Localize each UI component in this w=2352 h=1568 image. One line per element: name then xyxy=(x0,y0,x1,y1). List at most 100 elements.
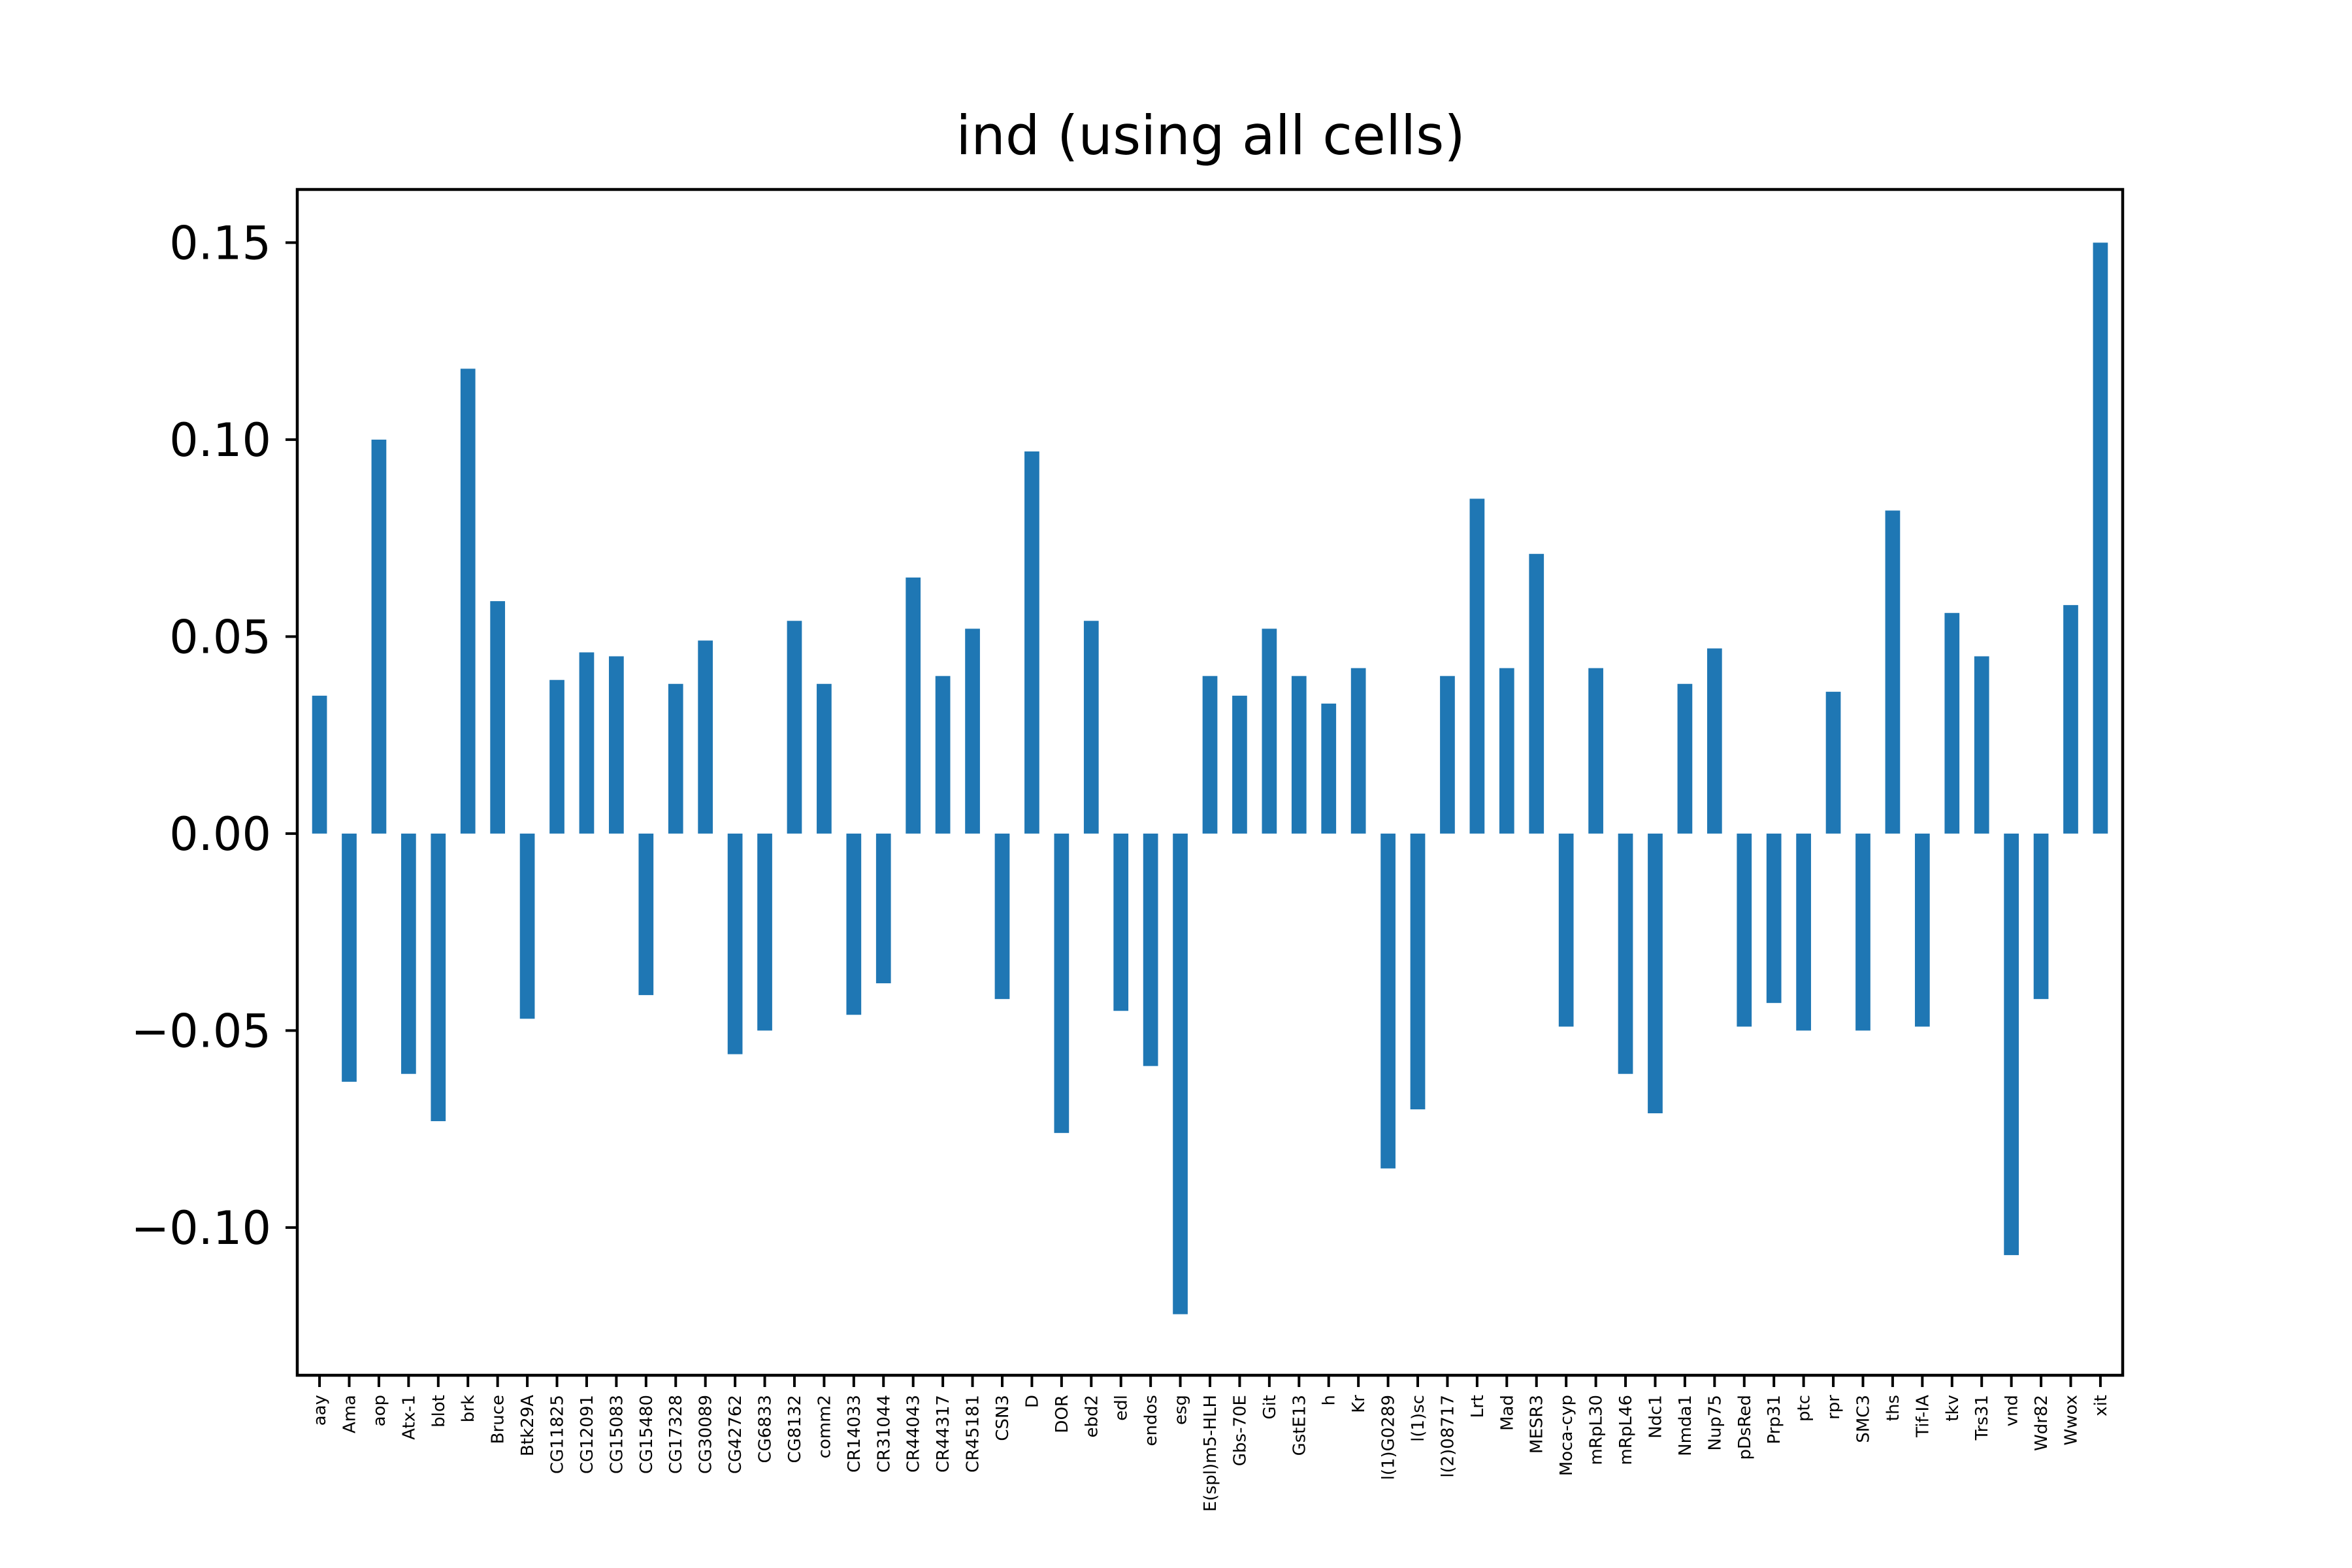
bar-Ama xyxy=(342,833,357,1082)
xtick-label: SMC3 xyxy=(1854,1395,1873,1443)
xtick-label: CG15480 xyxy=(637,1395,657,1474)
bar-Ndc1 xyxy=(1648,833,1663,1114)
bar-Wwox xyxy=(2063,605,2078,834)
xtick-label: xit xyxy=(2091,1395,2111,1416)
bar-Nmda1 xyxy=(1677,683,1693,834)
bar-GstE13 xyxy=(1291,676,1307,834)
xtick-label: CR44317 xyxy=(934,1395,953,1473)
xtick-label: CG17328 xyxy=(666,1395,686,1474)
bar-CR14033 xyxy=(846,833,862,1015)
bar-CG8132 xyxy=(787,621,802,834)
bar-brk xyxy=(460,368,476,834)
bar-blot xyxy=(431,833,446,1122)
xtick-label: D xyxy=(1022,1395,1042,1408)
y-axis: −0.10 −0.05 0.00 0.05 0.10 0.15 xyxy=(131,216,297,1255)
bar-CG42762 xyxy=(727,833,743,1054)
xtick-label: mRpL30 xyxy=(1587,1395,1607,1465)
xtick-label: Nmda1 xyxy=(1676,1395,1695,1456)
bar-CG12091 xyxy=(579,652,595,834)
xtick-label: vnd xyxy=(2002,1395,2022,1426)
bars-layer xyxy=(312,242,2108,1315)
xtick-label: pDsRed xyxy=(1735,1395,1755,1460)
bar-rpr xyxy=(1825,691,1841,834)
xtick-label: Mad xyxy=(1497,1395,1517,1431)
bar-CG30089 xyxy=(698,640,713,834)
bar-pDsRed xyxy=(1737,833,1752,1027)
xtick-label: CG8132 xyxy=(785,1395,805,1463)
xtick-label: CG12091 xyxy=(578,1395,597,1474)
xtick-label: h xyxy=(1320,1395,1339,1405)
bar-CG6833 xyxy=(757,833,772,1031)
bar-DOR xyxy=(1054,833,1070,1134)
xtick-label: CR44043 xyxy=(904,1395,924,1473)
x-axis: aay Ama aop Atx-1 blot brk Bruce Btk29A CG11825 C… xyxy=(310,1375,2111,1512)
bar-tkv xyxy=(1944,613,1960,834)
bar-l(2)08717 xyxy=(1440,676,1455,834)
xtick-label: l(1)G0289 xyxy=(1379,1395,1399,1480)
xtick-label: CG11825 xyxy=(548,1395,568,1474)
xtick-label: Prp31 xyxy=(1765,1395,1784,1445)
bar-CR45181 xyxy=(965,629,980,834)
xtick-label: comm2 xyxy=(815,1395,834,1458)
bar-ptc xyxy=(1796,833,1811,1031)
xtick-label: CG15083 xyxy=(607,1395,627,1474)
xtick-label: Atx-1 xyxy=(399,1395,419,1440)
xtick-label: l(1)sc xyxy=(1409,1395,1428,1442)
xtick-label: Ama xyxy=(340,1395,360,1433)
xtick-label: Ndc1 xyxy=(1646,1395,1665,1439)
bar-l(1)G0289 xyxy=(1380,833,1396,1169)
xtick-label: CR45181 xyxy=(964,1395,983,1473)
xtick-label: esg xyxy=(1171,1395,1191,1425)
xtick-label: edl xyxy=(1112,1395,1132,1421)
xtick-label: CR14033 xyxy=(845,1395,864,1473)
xtick-label: aop xyxy=(370,1395,389,1426)
xtick-label: Nup75 xyxy=(1705,1395,1725,1451)
bar-CSN3 xyxy=(994,833,1010,1000)
xtick-label: ptc xyxy=(1795,1395,1814,1422)
bar-mRpL46 xyxy=(1618,833,1633,1074)
xtick-label: CG30089 xyxy=(696,1395,716,1474)
bar-xit xyxy=(2093,242,2108,834)
bar-h xyxy=(1321,703,1337,834)
xtick-label: ths xyxy=(1884,1395,1903,1421)
ytick-label: 0.00 xyxy=(169,808,271,861)
bar-CG17328 xyxy=(668,683,683,834)
xtick-label: Gbs-70E xyxy=(1230,1395,1250,1466)
xtick-label: mRpL46 xyxy=(1616,1395,1636,1465)
bar-aay xyxy=(312,695,327,834)
bar-D xyxy=(1024,451,1039,834)
bar-E(spl)m5-HLH xyxy=(1202,676,1218,834)
xtick-label: Wdr82 xyxy=(2032,1395,2051,1451)
ytick-label: −0.05 xyxy=(131,1004,271,1058)
bar-Bruce xyxy=(490,601,506,834)
bar-ebd2 xyxy=(1083,621,1099,834)
bar-CG15480 xyxy=(638,833,654,996)
bar-edl xyxy=(1113,833,1129,1011)
xtick-label: CR31044 xyxy=(874,1395,894,1473)
xtick-label: Wwox xyxy=(2061,1395,2081,1445)
xtick-label: rpr xyxy=(1824,1395,1844,1420)
ytick-label: −0.10 xyxy=(131,1201,271,1255)
bar-MESR3 xyxy=(1529,553,1544,834)
xtick-label: Lrt xyxy=(1468,1395,1488,1418)
xtick-label: aay xyxy=(310,1395,330,1426)
bar-Trs31 xyxy=(1974,656,1989,834)
xtick-label: l(2)08717 xyxy=(1438,1395,1458,1478)
xtick-label: endos xyxy=(1141,1395,1161,1446)
bar-Kr xyxy=(1350,668,1366,834)
xtick-label: DOR xyxy=(1053,1395,1072,1433)
bar-Tif-IA xyxy=(1914,833,1930,1027)
bar-CG15083 xyxy=(609,656,624,834)
bar-Btk29A xyxy=(519,833,535,1019)
xtick-label: Btk29A xyxy=(518,1395,538,1456)
bar-CR44043 xyxy=(906,577,921,834)
xtick-label: E(spl)m5-HLH xyxy=(1201,1395,1220,1512)
bar-CR44317 xyxy=(935,676,951,834)
bar-l(1)sc xyxy=(1410,833,1426,1109)
bar-Gbs-70E xyxy=(1232,695,1247,834)
bar-Atx-1 xyxy=(401,833,416,1074)
xtick-label: MESR3 xyxy=(1527,1395,1547,1454)
bar-esg xyxy=(1173,833,1188,1315)
